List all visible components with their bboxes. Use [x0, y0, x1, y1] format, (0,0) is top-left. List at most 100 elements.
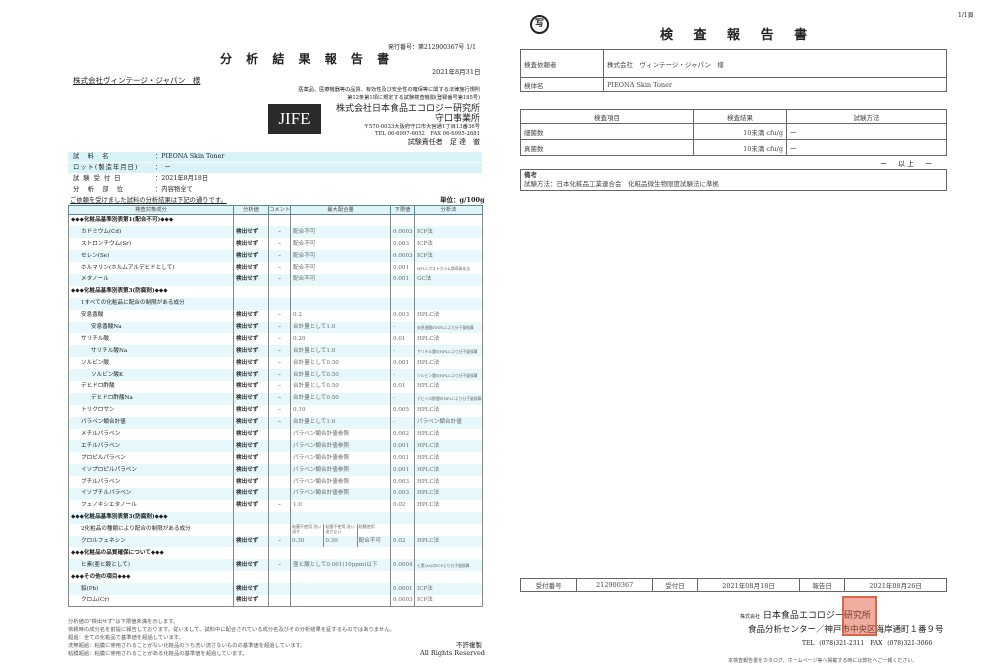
- analysis-method: HPLC法: [414, 487, 483, 500]
- max-amount: 0.10: [290, 404, 391, 417]
- max-amount: パラベン類合計値参照: [290, 476, 391, 488]
- table-row: 安息香酸Na 検出せず – 合計量として1.0- 安息香酸のHPLCより分子量換算: [68, 321, 483, 334]
- max-amount: 配合不可: [290, 273, 391, 286]
- comment: –: [268, 273, 291, 286]
- info-received: 試 験 受 付 日 ：2021年8月18日: [68, 174, 482, 184]
- col-header: 下限値: [390, 205, 415, 215]
- analysis-value: 検出せず: [233, 357, 269, 370]
- company-prefix: 株式会社: [740, 614, 761, 620]
- section-row: ◆◆◆化粧品基準別表第3(防腐剤)◆◆◆: [68, 511, 483, 524]
- comment: –: [268, 559, 291, 572]
- analysis-value: 検出せず: [233, 476, 269, 488]
- analysis-value: 検出せず: [233, 273, 269, 286]
- table-row: カドミウム(Cd) 検出せず – 配合不可 0.0003 ICP法: [68, 226, 483, 239]
- analysis-method: ICP法: [414, 583, 483, 595]
- component-name: プロピルパラベン: [68, 452, 234, 465]
- comment: –: [268, 345, 291, 358]
- analysis-value: 検出せず: [233, 595, 269, 608]
- result: 10未満 cfu/g: [693, 123, 787, 140]
- analysis-value: 検出せず: [233, 321, 269, 334]
- sample-row: 検体名 PIEONA Skin Toner: [520, 77, 947, 92]
- analysis-method: ICP法: [414, 250, 483, 263]
- analysis-value: [233, 214, 269, 227]
- lab-name: 株式会社日本食品エコロジー研究所: [335, 104, 480, 114]
- max-amount: パラベン類合計値参照: [290, 428, 391, 441]
- item: 細菌数: [520, 123, 694, 140]
- table-row: プロピルパラベン 検出せず パラベン類合計値参照 0.001 HPLC法: [68, 452, 483, 465]
- analysis-value: 検出せず: [233, 369, 269, 381]
- max-amount-part: 0.30: [324, 535, 358, 548]
- max-amount: 配合不可: [290, 238, 391, 251]
- detection-limit: 0.001: [390, 452, 415, 465]
- label: 検体名: [520, 77, 604, 92]
- component-name: デヒドロ酢酸Na: [68, 392, 234, 405]
- no-copy-text: 不許複製: [456, 641, 482, 649]
- comment: –: [268, 321, 291, 334]
- detection-limit: 0.003: [390, 238, 415, 251]
- max-amount: 0.2: [290, 309, 391, 322]
- detection-limit: -: [390, 345, 415, 358]
- detection-limit: 0.003: [390, 476, 415, 488]
- max-amount-part: 粘膜不使用 洗い流す: [292, 523, 325, 536]
- analysis-value: 検出せず: [233, 226, 269, 239]
- max-amount-part: 粘膜使用: [358, 523, 375, 529]
- comment: [268, 464, 291, 477]
- max-amount-split: 0.30 0.30 配合不可: [292, 535, 390, 548]
- col-header: 分析法: [414, 205, 483, 215]
- table-row: ソルビン酸K 検出せず – 合計量として0.50- ソルビン酸のHPLCより分子量換算: [68, 369, 483, 381]
- table-row: フェノキシエタノール 検出せず –1.0 0.02 HPLC法: [68, 499, 483, 512]
- table-row: デヒドロ酢酸 検出せず – 合計量として0.50 0.01 HPLC法: [68, 380, 483, 393]
- analysis-method: HPLC法: [414, 404, 483, 417]
- component-name: ホルマリン(ホルムアルデヒドとして): [68, 262, 234, 274]
- col-header: コメント: [268, 205, 291, 215]
- max-amount: パラベン類合計値参照: [290, 440, 391, 453]
- item: 真菌数: [520, 139, 694, 156]
- component-name: メタノール: [68, 273, 234, 286]
- section-title: ◆◆◆その他の項目◆◆◆: [68, 571, 234, 584]
- section-row: ◆◆◆化粧品基準別表第1(配合不可)◆◆◆: [68, 214, 483, 227]
- max-amount: [290, 285, 391, 298]
- max-amount: [290, 583, 391, 595]
- subsection-row: 2化粧品の種類により配合の制限がある成分 粘膜不使用 洗い流す 粘膜不使用 洗い流さ…: [68, 523, 483, 536]
- max-amount: 配合不可: [290, 226, 391, 239]
- analysis-value: [233, 297, 269, 310]
- max-amount-part: 0.30: [292, 535, 325, 548]
- analysis-value: 検出せず: [233, 499, 269, 512]
- comment: –: [268, 226, 291, 239]
- detection-limit: -: [390, 321, 415, 334]
- max-amount: 合計量として0.50: [290, 357, 391, 370]
- detection-limit: 0.01: [390, 333, 415, 346]
- requester-row: 検査依頼者 株式会社 ヴィンテージ・ジャパン 様: [520, 49, 947, 78]
- section-title: ◆◆◆化粧品基準別表第1(配合不可)◆◆◆: [68, 214, 234, 227]
- component-name: カドミウム(Cd): [68, 226, 234, 239]
- info-sample: 試 料 名 ：PIEONA Skin Toner: [68, 152, 482, 162]
- disclaimer: 本検査報告書をカタログ、ホームページ等へ掲載する時には弊社へご一報ください。: [728, 658, 918, 664]
- lab-office: 守口事業所: [434, 114, 480, 124]
- analysis-method: [414, 297, 483, 310]
- max-amount-part: 配合不可: [358, 537, 382, 544]
- info-key: 分 析 部 位: [73, 186, 125, 193]
- table-row: イソブチルパラベン 検出せず パラベン類合計値参照 0.003 HPLC法: [68, 487, 483, 500]
- component-name: ソルビン酸: [68, 357, 234, 370]
- section-row: ◆◆◆化粧品基準別表第3(防腐剤)◆◆◆: [68, 285, 483, 298]
- table-header: 検査対象成分 分析値 コメント 最大配合量 下限値 分析法: [68, 205, 483, 215]
- analysis-method: ICP法: [414, 238, 483, 251]
- end-mark: ー 以上 ー: [880, 160, 934, 168]
- comment: –: [268, 499, 291, 512]
- component-name: ソルビン酸K: [68, 369, 234, 381]
- issue-number: 発行番号：第212900367号 1/1: [388, 44, 476, 51]
- detection-limit: [390, 547, 415, 560]
- max-amount: 粘膜不使用 洗い流す 粘膜不使用 洗い流さない 粘膜使用: [290, 523, 391, 536]
- sample-value: PIEONA Skin Toner: [603, 77, 947, 92]
- analysis-value: [233, 285, 269, 298]
- analysis-value: 検出せず: [233, 309, 269, 322]
- receipt-date: 2021年08月18日: [697, 578, 800, 592]
- detection-limit: [390, 297, 415, 310]
- max-amount: 合計量として1.0: [290, 321, 391, 334]
- analysis-method: HPLC法: [414, 333, 483, 346]
- detection-limit: 0.0003: [390, 595, 415, 608]
- col-header: 検査結果: [693, 109, 787, 124]
- detection-limit: -: [390, 392, 415, 405]
- analysis-value: 検出せず: [233, 404, 269, 417]
- table-row: トリクロサン 検出せず –0.10 0.005 HPLC法: [68, 404, 483, 417]
